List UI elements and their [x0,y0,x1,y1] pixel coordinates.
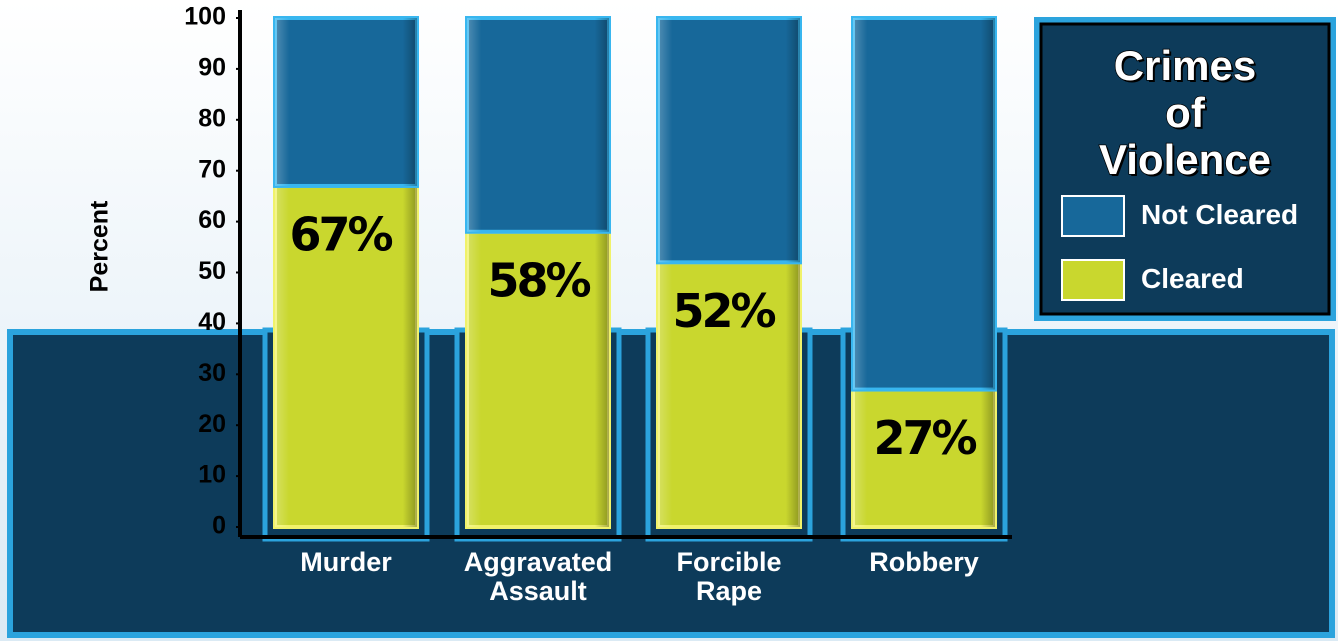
legend-label: Cleared [1141,263,1244,294]
legend-inner [1039,22,1331,316]
bar-sheen [853,18,995,390]
y-axis-label: Percent [85,200,114,293]
bar-sheen [275,18,417,186]
y-tick-label: 70 [198,155,226,183]
y-tick-label: 80 [198,104,226,132]
y-tick-label: 40 [198,308,226,336]
x-tick-label: Aggravated Assault [463,547,613,606]
legend-label: Not Cleared [1141,199,1299,230]
y-tick-label: 0 [212,512,226,540]
y-tick-label: 60 [198,206,226,234]
legend-swatch [1061,259,1125,301]
y-tick-label: 30 [198,359,226,387]
bar-sheen [467,18,609,232]
value-label: 27% [873,411,976,465]
legend-swatch [1061,195,1125,237]
bar-sheen [658,262,800,527]
y-tick-label: 20 [198,410,226,438]
value-label: 67% [289,207,392,261]
x-tick-label: Murder [300,547,392,577]
x-tick-label: Forcible Rape [676,547,782,606]
chart-title: Crimes of Violence [1098,41,1271,184]
y-tick-label: 50 [198,257,226,285]
value-label: 58% [487,253,590,307]
y-tick-label: 10 [198,461,226,489]
bar-sheen [658,18,800,263]
y-tick-label: 90 [198,54,226,82]
value-label: 52% [672,284,775,338]
bar-sheen [467,231,609,527]
bar-sheen [275,185,417,527]
y-tick-label: 100 [184,3,226,31]
bar-sheen [853,389,995,527]
x-tick-label: Robbery [869,547,979,577]
